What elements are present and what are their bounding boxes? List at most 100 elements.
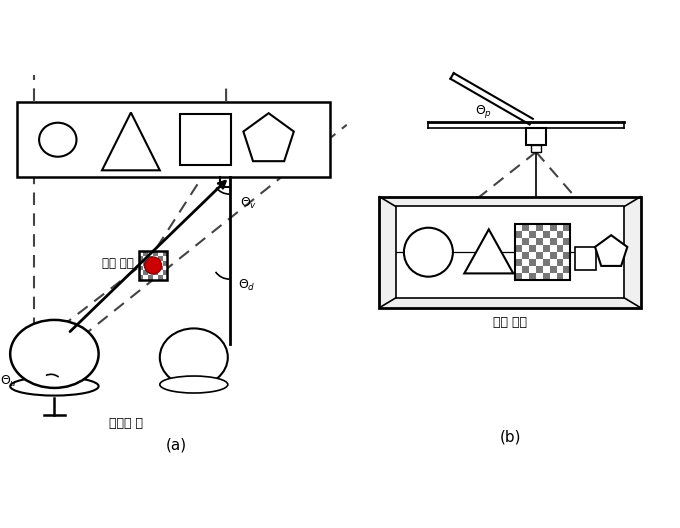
Bar [543, 245, 549, 252]
Ellipse shape [10, 377, 99, 395]
Bar [522, 245, 529, 252]
Bar [564, 273, 571, 280]
Bar [163, 251, 167, 256]
Polygon shape [396, 206, 624, 298]
Bar [522, 273, 529, 280]
Bar [556, 259, 564, 266]
Bar [158, 266, 163, 270]
Bar [153, 275, 158, 280]
Bar [556, 252, 564, 259]
Bar [543, 238, 549, 245]
Bar [143, 261, 148, 266]
Bar [556, 245, 564, 252]
Bar [148, 256, 153, 261]
Bar [158, 270, 163, 275]
Bar [564, 259, 571, 266]
Bar [543, 231, 549, 238]
Text: (a): (a) [166, 438, 188, 452]
Polygon shape [464, 229, 513, 274]
Bar [158, 256, 163, 261]
Bar [515, 238, 522, 245]
Bar [536, 266, 543, 273]
Bar [526, 127, 546, 145]
Bar [529, 231, 536, 238]
Text: (b): (b) [499, 430, 521, 445]
Bar [522, 231, 529, 238]
Bar [556, 238, 564, 245]
Bar [139, 261, 143, 266]
Bar [556, 273, 564, 280]
Bar [17, 102, 330, 177]
Bar [515, 259, 522, 266]
Circle shape [404, 228, 453, 277]
Bar [556, 231, 564, 238]
Bar [522, 266, 529, 273]
Bar [536, 273, 543, 280]
Bar [543, 252, 549, 259]
Bar [139, 270, 143, 275]
Bar [522, 259, 529, 266]
Bar [143, 270, 148, 275]
Bar [139, 266, 143, 270]
Text: 사용자 눈: 사용자 눈 [109, 417, 143, 430]
Bar [564, 252, 571, 259]
Bar [143, 256, 148, 261]
Circle shape [144, 257, 162, 274]
Bar [543, 266, 549, 273]
Bar [564, 245, 571, 252]
Text: $\Theta_p$: $\Theta_p$ [475, 103, 492, 120]
Bar [180, 114, 231, 165]
Bar [536, 224, 543, 231]
Bar [139, 251, 167, 280]
Bar [529, 273, 536, 280]
Bar [163, 275, 167, 280]
Bar [529, 259, 536, 266]
Ellipse shape [160, 328, 228, 386]
Bar [536, 259, 543, 266]
Bar [163, 266, 167, 270]
Bar [515, 266, 522, 273]
Polygon shape [243, 113, 294, 161]
Bar [148, 275, 153, 280]
Bar [139, 256, 143, 261]
Bar [529, 238, 536, 245]
Bar [564, 224, 571, 231]
Bar [549, 273, 556, 280]
Bar [536, 238, 543, 245]
Bar [543, 273, 549, 280]
Bar [515, 252, 522, 259]
Bar [153, 256, 158, 261]
Bar [564, 238, 571, 245]
Bar [163, 256, 167, 261]
Text: 왼쪽 시점: 왼쪽 시점 [493, 316, 527, 329]
Bar [549, 231, 556, 238]
Ellipse shape [10, 320, 99, 388]
Bar [143, 266, 148, 270]
Bar [536, 231, 543, 238]
Bar [163, 270, 167, 275]
Bar [158, 251, 163, 256]
Bar [522, 252, 529, 259]
Bar [515, 224, 522, 231]
Bar [163, 261, 167, 266]
Text: 마커 중심: 마커 중심 [102, 257, 133, 270]
Text: $\Theta_u$: $\Theta_u$ [0, 374, 17, 389]
Bar [543, 259, 549, 266]
Bar [143, 275, 148, 280]
Bar [515, 231, 522, 238]
Bar [564, 266, 571, 273]
Bar [148, 261, 153, 266]
Bar [153, 261, 158, 266]
Bar [148, 270, 153, 275]
Bar [522, 238, 529, 245]
Bar [536, 245, 543, 252]
Bar [139, 275, 143, 280]
Bar [536, 252, 543, 259]
Bar [564, 231, 571, 238]
Polygon shape [595, 235, 628, 266]
Bar [515, 273, 522, 280]
Bar [515, 245, 522, 252]
Bar [549, 266, 556, 273]
Bar [139, 251, 143, 256]
Bar [148, 251, 153, 256]
